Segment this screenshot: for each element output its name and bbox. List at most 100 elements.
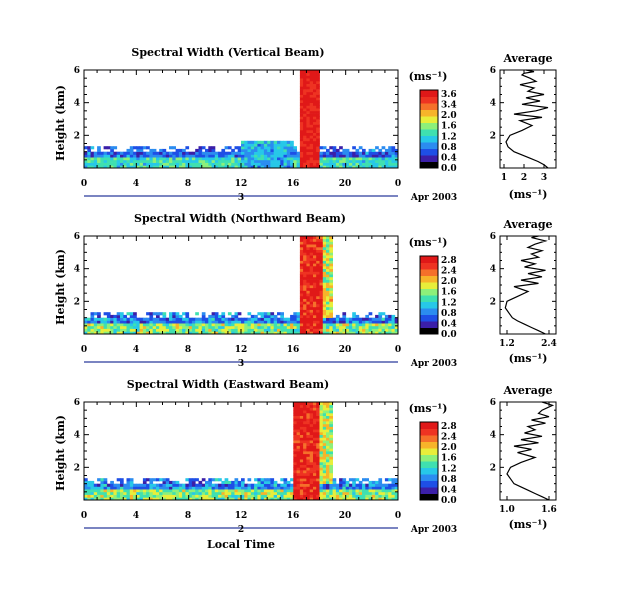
heatmap-cell [313, 127, 317, 131]
heatmap-cell [316, 97, 320, 101]
heatmap-cell [388, 489, 392, 493]
heatmap-cell [270, 162, 275, 166]
heatmap-cell [391, 483, 396, 487]
heatmap-cell [116, 323, 121, 327]
heatmap-cell [319, 434, 324, 438]
heatmap-cell [381, 497, 386, 501]
heatmap-cell [116, 154, 121, 158]
heatmap-cell [218, 486, 222, 490]
heatmap-cell [290, 148, 294, 152]
heatmap-cell [142, 157, 147, 161]
heatmap-cell [84, 331, 88, 335]
heatmap-cell [283, 478, 288, 482]
heatmap-cell [309, 268, 314, 272]
heatmap-cell [309, 301, 314, 305]
heatmap-cell [306, 75, 311, 79]
heatmap-cell [309, 475, 314, 479]
heatmap-cell [316, 486, 320, 490]
heatmap-cell [306, 236, 311, 240]
heatmap-cell [250, 165, 255, 169]
heatmap-cell [306, 135, 311, 139]
heatmap-cell [309, 70, 314, 74]
heatmap-cell [394, 325, 399, 329]
heatmap-cell [257, 328, 262, 332]
heatmap-cell [126, 480, 131, 484]
heatmap-cell [329, 263, 333, 267]
heatmap-cell [303, 402, 307, 406]
heatmap-cell [159, 162, 163, 166]
heatmap-cell [208, 146, 212, 150]
heatmap-cell [319, 410, 324, 414]
heatmap-cell [316, 138, 320, 142]
heatmap-cell [133, 483, 137, 487]
heatmap-cell [309, 255, 314, 259]
heatmap-cell [319, 451, 324, 455]
heatmap-cell [277, 140, 281, 144]
heatmap-cell [185, 489, 190, 493]
heatmap-cell [309, 410, 314, 414]
heatmap-cell [299, 472, 304, 476]
heatmap-cell [342, 494, 347, 498]
heatmap-cell [322, 483, 327, 487]
heatmap-cell [97, 165, 101, 169]
heatmap-cell [313, 480, 317, 484]
heatmap-cell [375, 151, 379, 155]
average-line [505, 69, 549, 169]
panel-title: Spectral Width (Northward Beam) [134, 212, 346, 225]
heatmap-cell [296, 470, 301, 474]
heatmap-cell [329, 442, 333, 446]
heatmap-cell [280, 148, 284, 152]
heatmap-cell [322, 257, 327, 261]
heatmap-cell [87, 162, 91, 166]
heatmap-cell [156, 486, 160, 490]
heatmap-cell [224, 494, 229, 498]
heatmap-cell [326, 279, 330, 283]
heatmap-cell [277, 325, 281, 329]
heatmap-cell [326, 162, 330, 166]
heatmap-cell [335, 165, 340, 169]
colorbar-swatch [420, 116, 438, 123]
heatmap-cell [97, 154, 101, 158]
heatmap-cell [273, 497, 278, 501]
heatmap-cell [299, 295, 304, 299]
heatmap-cell [149, 314, 154, 318]
heatmap-cell [201, 328, 206, 332]
heatmap-cell [152, 331, 157, 335]
heatmap-cell [339, 323, 343, 327]
heatmap-cell [313, 317, 317, 321]
heatmap-cell [313, 138, 317, 142]
heatmap-cell [286, 140, 291, 144]
heatmap-cell [329, 249, 333, 253]
heatmap-cell [241, 143, 245, 147]
heatmap-cell [201, 162, 206, 166]
heatmap-cell [329, 252, 333, 256]
heatmap-cell [352, 314, 356, 318]
heatmap-cell [296, 494, 301, 498]
heatmap-cell [84, 480, 88, 484]
heatmap-cell [293, 331, 297, 335]
heatmap-cell [329, 426, 333, 430]
heatmap-cell [329, 268, 333, 272]
heatmap-cell [146, 478, 150, 482]
heatmap-cell [116, 159, 121, 163]
heatmap-cell [348, 331, 353, 335]
heatmap-cell [106, 165, 111, 169]
heatmap-cell [120, 331, 124, 335]
heatmap-cell [273, 325, 278, 329]
heatmap-cell [139, 317, 144, 321]
heatmap-cell [345, 325, 350, 329]
heatmap-cell [254, 314, 258, 318]
heatmap-cell [267, 323, 271, 327]
heatmap-cell [335, 328, 340, 332]
heatmap-cell [319, 440, 324, 444]
heatmap-cell [250, 317, 255, 321]
heatmap-cell [368, 148, 373, 152]
heatmap-cell [329, 475, 333, 479]
heatmap-cell [123, 325, 127, 329]
heatmap-cell [149, 320, 154, 324]
heatmap-cell [224, 331, 229, 335]
heatmap-cell [100, 159, 105, 163]
heatmap-cell [309, 312, 314, 316]
heatmap-cell [371, 483, 376, 487]
heatmap-cell [139, 157, 144, 161]
